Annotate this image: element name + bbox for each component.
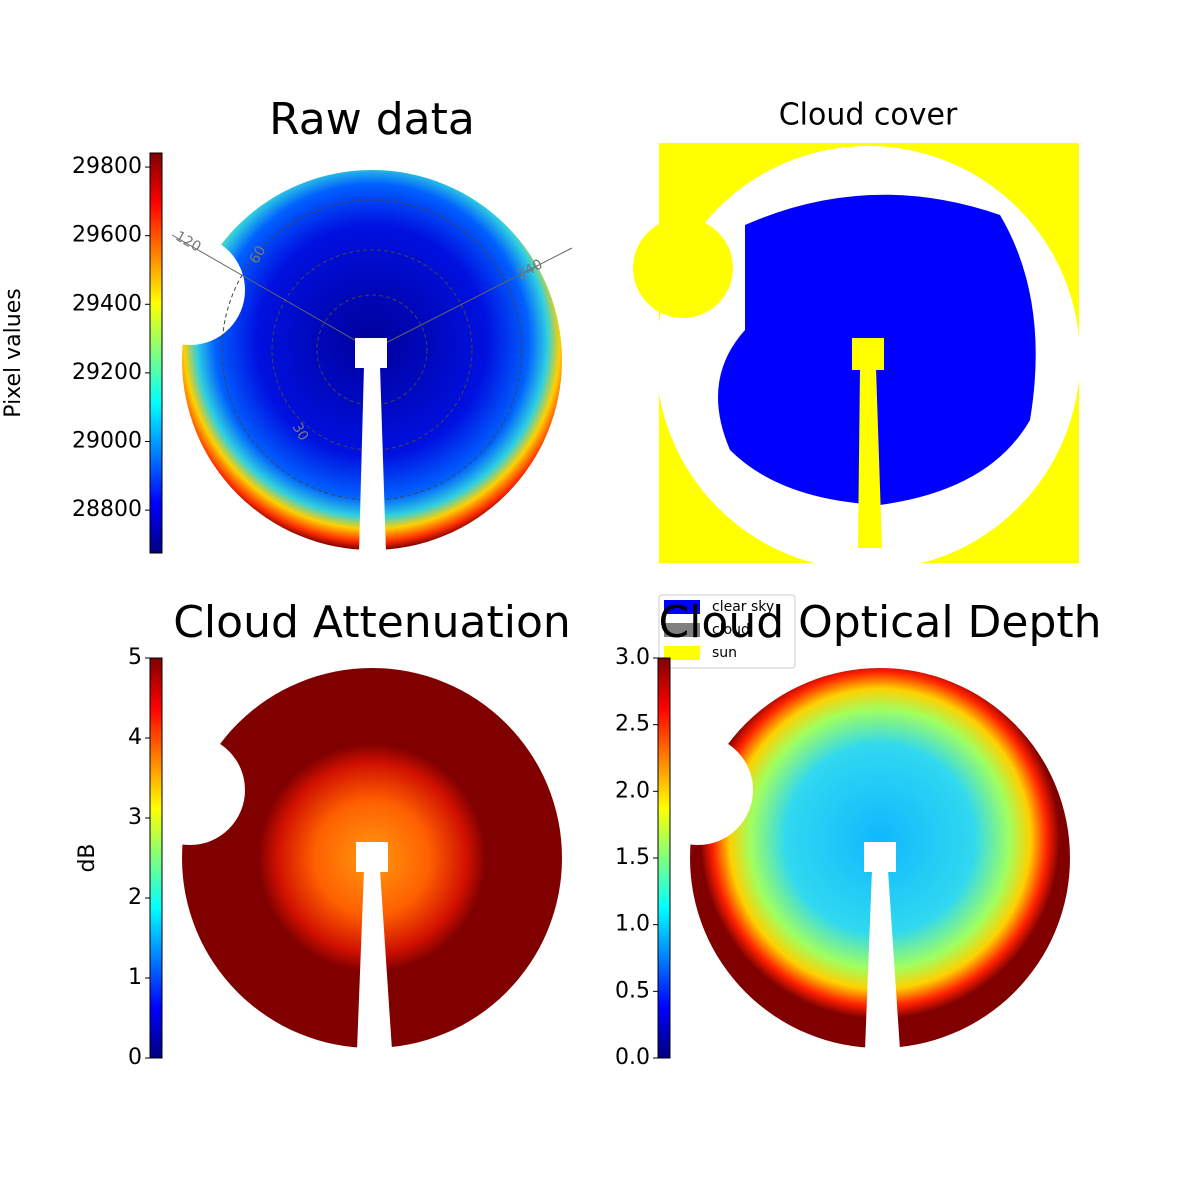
legend-swatch <box>664 623 700 637</box>
tick-label: 29200 <box>72 360 142 385</box>
panel-title: Cloud Attenuation <box>173 597 571 648</box>
colorbar-label: Pixel values <box>1 288 26 417</box>
legend-label: clear sky <box>712 599 774 615</box>
tick-label: 0 <box>128 1045 142 1070</box>
colorbar-label: dB <box>75 843 100 872</box>
tick-label: 2.0 <box>615 778 650 803</box>
tick-label: 28800 <box>72 497 142 522</box>
panel-title: Cloud cover <box>779 98 958 133</box>
colorbar <box>657 657 671 1059</box>
tick-label: 5 <box>128 645 142 670</box>
legend-swatch <box>664 646 700 660</box>
legend-label: cloud <box>712 622 750 638</box>
colorbar <box>149 657 163 1059</box>
optical-depth-image <box>643 668 1070 1050</box>
tick-label: 29400 <box>72 291 142 316</box>
raw-image <box>135 170 573 553</box>
tick-label: 3 <box>128 805 142 830</box>
polar-label: 30 <box>289 420 312 443</box>
legend-swatch <box>664 600 700 614</box>
tick-label: 0.5 <box>615 978 650 1003</box>
tick-label: 29600 <box>72 223 142 248</box>
colorbar <box>149 152 163 554</box>
tick-label: 29000 <box>72 429 142 454</box>
tick-label: 29800 <box>72 154 142 179</box>
tick-label: 1 <box>128 965 142 990</box>
tick-label: 4 <box>128 725 142 750</box>
tick-label: 0.0 <box>615 1045 650 1070</box>
tick-label: 1.0 <box>615 912 650 937</box>
panel-title: Raw data <box>269 94 475 145</box>
attenuation-image <box>135 668 562 1050</box>
tick-label: 3.0 <box>615 645 650 670</box>
tick-label: 2.5 <box>615 712 650 737</box>
tick-label: 2 <box>128 885 142 910</box>
tick-label: 1.5 <box>615 845 650 870</box>
panel-title: Cloud Optical Depth <box>658 597 1101 648</box>
polar-label: 60 <box>247 243 270 266</box>
cloud-cover-image <box>633 143 1080 570</box>
legend-label: sun <box>712 645 737 661</box>
